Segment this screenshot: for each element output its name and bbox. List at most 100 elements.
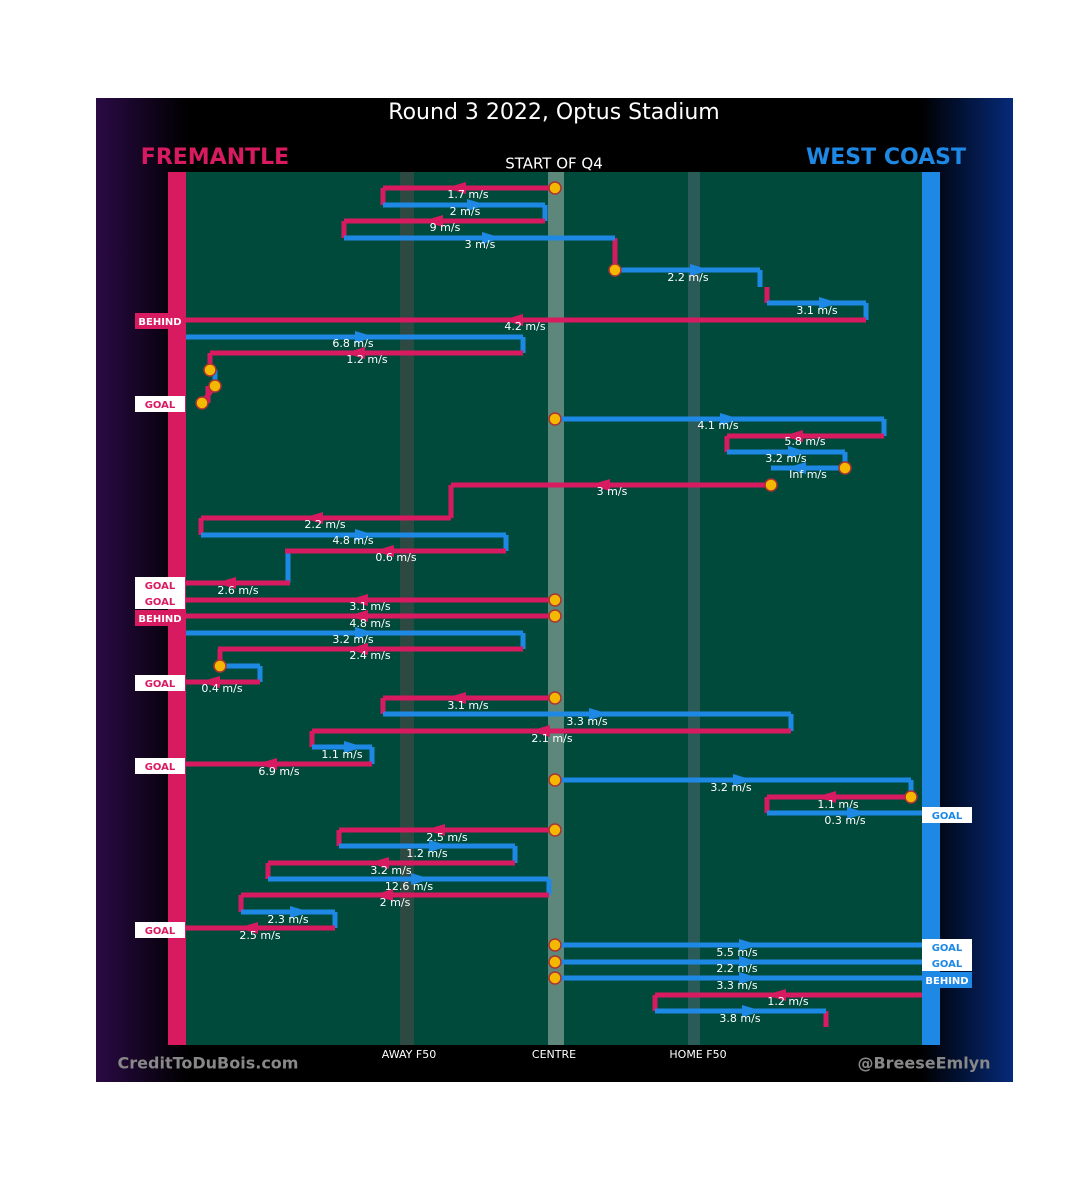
possession-start bbox=[548, 955, 562, 969]
speed-label: 3.2 m/s bbox=[765, 452, 806, 465]
possession-start bbox=[195, 396, 209, 410]
arrow bbox=[742, 1005, 762, 1017]
speed-label: 6.9 m/s bbox=[258, 765, 299, 778]
possession-start bbox=[203, 363, 217, 377]
possession-start bbox=[213, 659, 227, 673]
arrow bbox=[739, 956, 759, 968]
arrow bbox=[374, 545, 394, 557]
speed-label: 9 m/s bbox=[430, 221, 461, 234]
speed-label: 1.7 m/s bbox=[447, 188, 488, 201]
outcome-label: GOAL bbox=[145, 597, 176, 608]
centre-stripe bbox=[548, 172, 564, 1045]
axis-label: AWAY F50 bbox=[382, 1048, 436, 1061]
arrow bbox=[690, 264, 710, 276]
arrow bbox=[590, 479, 610, 491]
outcome-box bbox=[135, 577, 185, 593]
speed-label: 0.6 m/s bbox=[375, 551, 416, 564]
arrow bbox=[467, 199, 487, 211]
arrow bbox=[425, 824, 445, 836]
possession-start bbox=[838, 461, 852, 475]
arrow bbox=[446, 692, 466, 704]
outcome-box bbox=[135, 396, 185, 412]
speed-label: 5.8 m/s bbox=[784, 435, 825, 448]
arrow bbox=[530, 725, 550, 737]
speed-label: 12.6 m/s bbox=[385, 880, 433, 893]
possession-start bbox=[548, 971, 562, 985]
speed-label: 4.1 m/s bbox=[697, 419, 738, 432]
speed-label: 2.3 m/s bbox=[267, 913, 308, 926]
possession-start bbox=[548, 181, 562, 195]
speed-label: 2.2 m/s bbox=[667, 271, 708, 284]
possession-start bbox=[608, 263, 622, 277]
possession-start bbox=[548, 593, 562, 607]
arrow bbox=[290, 906, 310, 918]
arrow bbox=[355, 627, 375, 639]
arrow bbox=[816, 791, 836, 803]
arrow bbox=[216, 577, 236, 589]
arrow bbox=[411, 873, 431, 885]
possession-start bbox=[548, 773, 562, 787]
away-f50-stripe bbox=[400, 172, 414, 1045]
arrow bbox=[589, 708, 609, 720]
arrow bbox=[348, 643, 368, 655]
arrow bbox=[786, 462, 806, 474]
outcome-label: GOAL bbox=[145, 679, 176, 690]
outcome-box bbox=[135, 593, 185, 609]
credit: CreditToDuBois.com bbox=[118, 1054, 299, 1073]
team-right: WEST COAST bbox=[806, 145, 966, 170]
outcome-box bbox=[922, 955, 972, 971]
speed-label: Inf m/s bbox=[789, 468, 827, 481]
arrow bbox=[373, 889, 393, 901]
possession-start bbox=[904, 790, 918, 804]
outcome-label: GOAL bbox=[145, 926, 176, 937]
speed-label: 1.2 m/s bbox=[406, 847, 447, 860]
speed-label: 2.2 m/s bbox=[304, 518, 345, 531]
arrow bbox=[739, 972, 759, 984]
arrow bbox=[429, 840, 449, 852]
period: START OF Q4 bbox=[505, 155, 603, 173]
axis-label: HOME F50 bbox=[669, 1048, 726, 1061]
speed-label: 4.2 m/s bbox=[504, 320, 545, 333]
arrow bbox=[348, 594, 368, 606]
speed-label: 2.5 m/s bbox=[239, 929, 280, 942]
arrow bbox=[344, 741, 364, 753]
arrow bbox=[766, 989, 786, 1001]
team-left: FREMANTLE bbox=[141, 145, 289, 170]
arrow bbox=[819, 297, 839, 309]
speed-label: 2.4 m/s bbox=[349, 649, 390, 662]
speed-label: 2.2 m/s bbox=[716, 962, 757, 975]
arrow bbox=[733, 774, 753, 786]
arrow bbox=[739, 939, 759, 951]
title: Round 3 2022, Optus Stadium bbox=[388, 100, 719, 125]
arrow bbox=[847, 807, 867, 819]
axis-label: CENTRE bbox=[532, 1048, 576, 1061]
speed-label: 1.2 m/s bbox=[767, 995, 808, 1008]
arrow bbox=[257, 758, 277, 770]
arrow bbox=[423, 215, 443, 227]
arrow bbox=[788, 446, 808, 458]
speed-label: 3.1 m/s bbox=[447, 699, 488, 712]
arrow bbox=[348, 610, 368, 622]
speed-label: 4.8 m/s bbox=[332, 534, 373, 547]
speed-label: 3.1 m/s bbox=[349, 600, 390, 613]
possession-start bbox=[548, 823, 562, 837]
possession-start bbox=[548, 938, 562, 952]
outcome-label: BEHIND bbox=[138, 614, 181, 625]
speed-label: 3.8 m/s bbox=[719, 1012, 760, 1025]
outcome-box bbox=[135, 922, 185, 938]
speed-label: 3.2 m/s bbox=[710, 781, 751, 794]
home-f50-stripe bbox=[688, 172, 700, 1045]
outcome-box bbox=[135, 758, 185, 774]
arrow bbox=[503, 314, 523, 326]
speed-label: 3.3 m/s bbox=[716, 979, 757, 992]
arrow bbox=[482, 232, 502, 244]
chains: 1.7 m/s 2 m/s 9 m/s 3 m/s 2.2 m/s 3.1 m/s 4.2 … bbox=[135, 181, 972, 1027]
speed-label: 5.5 m/s bbox=[716, 946, 757, 959]
arrow bbox=[446, 182, 466, 194]
outcome-label: GOAL bbox=[145, 762, 176, 773]
outcome-box bbox=[135, 313, 185, 329]
arrow bbox=[355, 529, 375, 541]
speed-label: 3.1 m/s bbox=[796, 304, 837, 317]
outcome-box bbox=[922, 939, 972, 955]
speed-label: 3 m/s bbox=[465, 238, 496, 251]
